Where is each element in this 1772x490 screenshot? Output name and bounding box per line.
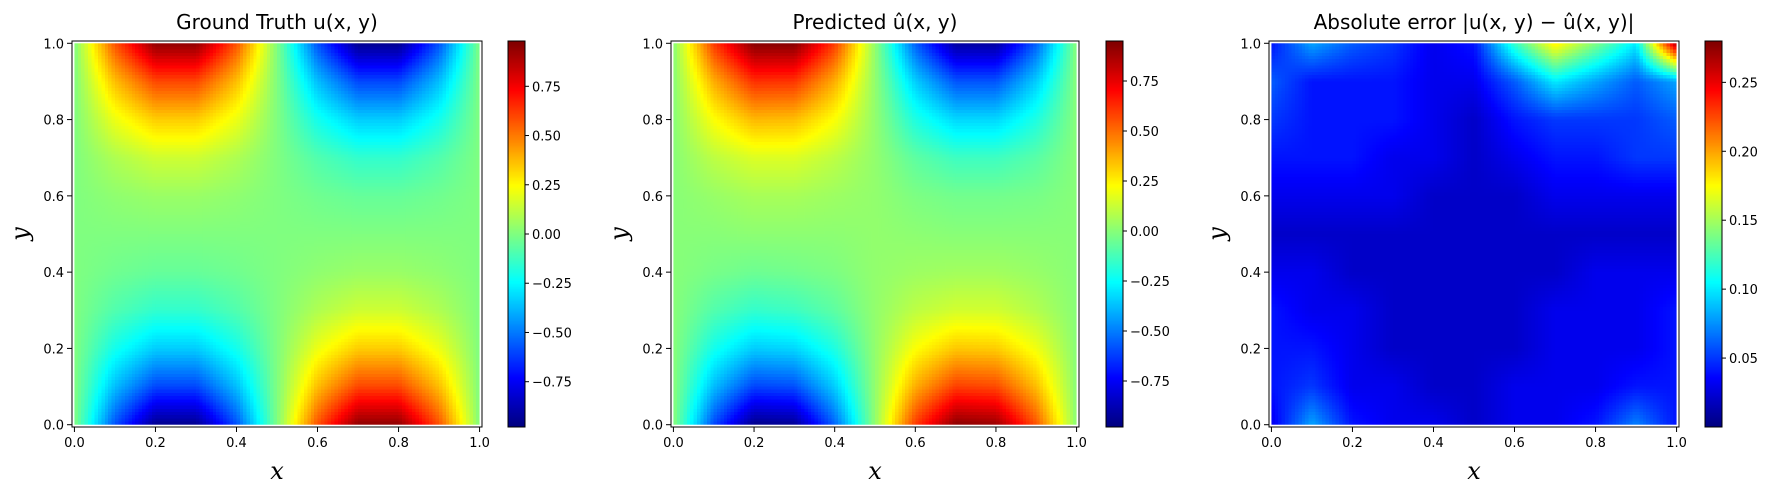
colorbar-tick-label: 0.25 bbox=[1729, 76, 1758, 91]
y-tick-label: 0.8 bbox=[1240, 114, 1261, 129]
colorbar-tick-label: −0.75 bbox=[1130, 375, 1170, 390]
subplot-1: 0.0 0.2 0.4 0.6 0.8 1.0 0.0 0.2 0.4 0.6 0.8 1.0 Grou… bbox=[6, 10, 572, 485]
x-tick-label: 0.2 bbox=[1342, 436, 1363, 451]
x-tick-label: 1.0 bbox=[1666, 436, 1687, 451]
colorbar-tick-label: 0.75 bbox=[532, 80, 561, 95]
x-tick-label: 0.2 bbox=[744, 436, 765, 451]
heatmap-image bbox=[74, 43, 480, 425]
x-tick-label: 0.8 bbox=[1585, 436, 1606, 451]
y-tick-label: 1.0 bbox=[1240, 37, 1261, 52]
y-tick-label: 0.6 bbox=[642, 190, 663, 205]
x-tick-label: 0.0 bbox=[663, 436, 684, 451]
y-tick-label: 0.2 bbox=[43, 342, 64, 357]
x-tick-label: 0.0 bbox=[64, 436, 85, 451]
colorbar-tick-label: 0.00 bbox=[1130, 225, 1159, 240]
chart-title: Ground Truth u(x, y) bbox=[176, 10, 378, 34]
y-tick-label: 0.4 bbox=[1240, 266, 1261, 281]
colorbar-tick-label: 0.10 bbox=[1729, 283, 1758, 298]
x-tick-label: 0.2 bbox=[145, 436, 166, 451]
x-tick-label: 0.4 bbox=[226, 436, 247, 451]
colorbar-tick-label: 0.50 bbox=[532, 130, 561, 145]
x-tick-label: 0.4 bbox=[1423, 436, 1444, 451]
x-tick-label: 0.6 bbox=[905, 436, 926, 451]
x-tick-label: 0.6 bbox=[1504, 436, 1525, 451]
colorbar-gradient bbox=[1106, 41, 1123, 427]
x-tick-label: 0.8 bbox=[388, 436, 409, 451]
colorbar-gradient bbox=[1705, 41, 1722, 427]
x-tick-label: 0.6 bbox=[307, 436, 328, 451]
colorbar-tick-label: 0.25 bbox=[1130, 175, 1159, 190]
y-axis-label: y bbox=[6, 227, 34, 242]
colorbar-tick-label: 0.00 bbox=[532, 228, 561, 243]
subplot-3: 0.0 0.2 0.4 0.6 0.8 1.0 0.0 0.2 0.4 0.6 0.8 1.0 Abso… bbox=[1203, 10, 1758, 485]
y-tick-label: 0.4 bbox=[43, 266, 64, 281]
x-tick-label: 0.8 bbox=[986, 436, 1007, 451]
colorbar-tick-label: 0.50 bbox=[1130, 125, 1159, 140]
colorbar-tick-label: 0.75 bbox=[1130, 75, 1159, 90]
y-tick-label: 1.0 bbox=[642, 37, 663, 52]
subplot-2: 0.0 0.2 0.4 0.6 0.8 1.0 0.0 0.2 0.4 0.6 0.8 1.0 Pred… bbox=[605, 10, 1170, 485]
y-tick-label: 0.2 bbox=[642, 342, 663, 357]
x-axis-label: x bbox=[868, 457, 882, 485]
y-tick-label: 0.6 bbox=[43, 190, 64, 205]
axes-frame bbox=[670, 40, 1080, 428]
y-tick-label: 0.0 bbox=[642, 419, 663, 434]
heatmap-image bbox=[673, 43, 1077, 425]
colorbar-tick-label: 0.05 bbox=[1729, 352, 1758, 367]
colorbar-tick-label: 0.25 bbox=[532, 179, 561, 194]
colorbar-gradient bbox=[508, 41, 525, 427]
y-tick-label: 0.8 bbox=[43, 114, 64, 129]
x-axis-label: x bbox=[270, 457, 284, 485]
chart-title: Predicted û(x, y) bbox=[793, 10, 958, 34]
y-tick-label: 0.0 bbox=[43, 419, 64, 434]
colorbar-frame bbox=[1704, 40, 1723, 428]
x-axis-label: x bbox=[1467, 457, 1481, 485]
colorbar-tick-label: −0.50 bbox=[532, 326, 572, 341]
colorbar-tick-label: −0.25 bbox=[532, 277, 572, 292]
colorbar-tick-label: −0.75 bbox=[532, 376, 572, 391]
y-tick-label: 0.2 bbox=[1240, 342, 1261, 357]
y-tick-label: 1.0 bbox=[43, 37, 64, 52]
axes-frame bbox=[1268, 40, 1680, 428]
colorbar-tick-label: −0.50 bbox=[1130, 325, 1170, 340]
axes-frame bbox=[71, 40, 483, 428]
y-tick-label: 0.6 bbox=[1240, 190, 1261, 205]
y-tick-label: 0.0 bbox=[1240, 419, 1261, 434]
y-tick-label: 0.4 bbox=[642, 266, 663, 281]
y-axis-label: y bbox=[605, 227, 633, 242]
colorbar-tick-label: 0.20 bbox=[1729, 145, 1758, 160]
chart-title: Absolute error |u(x, y) − û(x, y)| bbox=[1314, 10, 1635, 34]
colorbar-frame bbox=[1105, 40, 1124, 428]
x-tick-label: 1.0 bbox=[469, 436, 490, 451]
y-tick-label: 0.8 bbox=[642, 114, 663, 129]
colorbar-tick-label: −0.25 bbox=[1130, 275, 1170, 290]
y-axis-label: y bbox=[1203, 227, 1231, 242]
x-tick-label: 1.0 bbox=[1066, 436, 1087, 451]
x-tick-label: 0.4 bbox=[824, 436, 845, 451]
heatmap-image bbox=[1271, 43, 1677, 425]
colorbar-tick-label: 0.15 bbox=[1729, 214, 1758, 229]
x-tick-label: 0.0 bbox=[1261, 436, 1282, 451]
